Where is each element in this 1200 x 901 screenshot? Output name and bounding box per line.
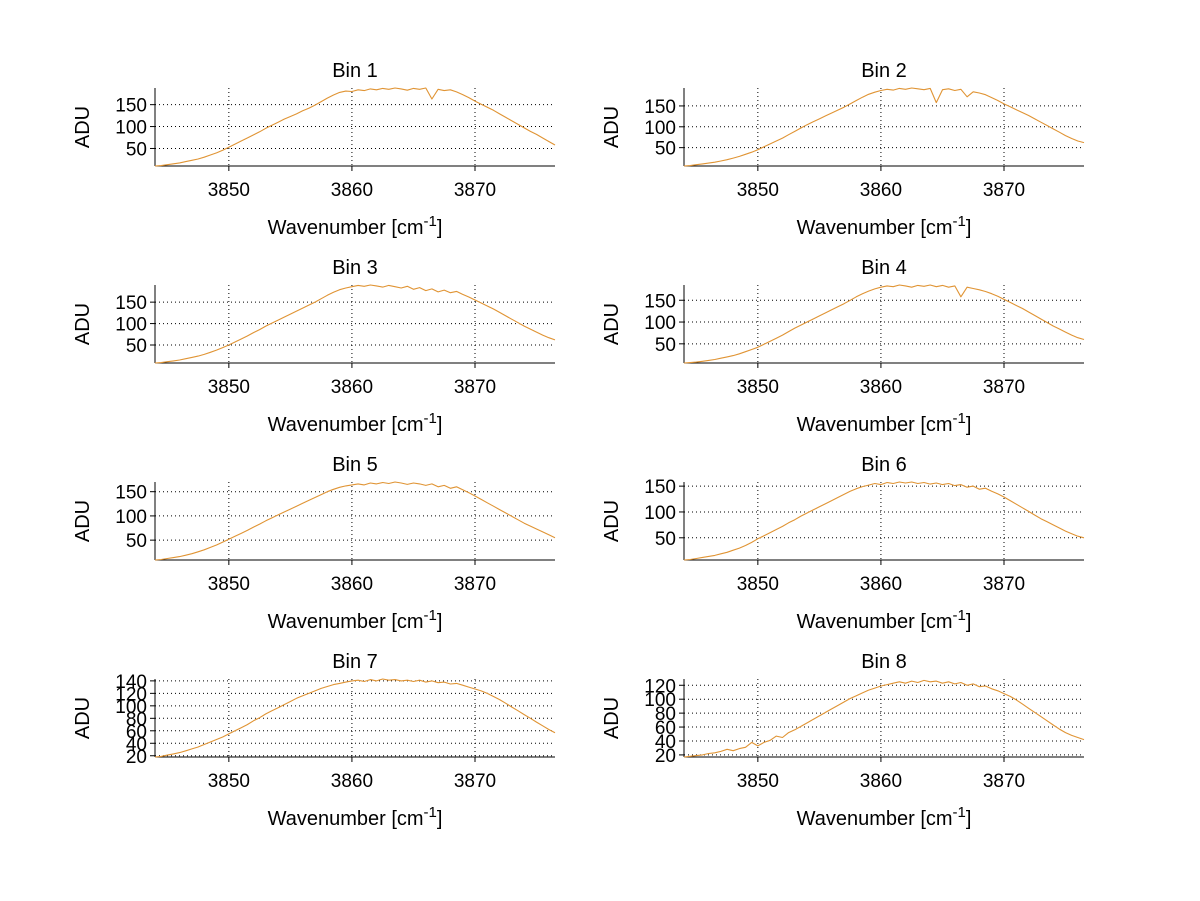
subplot-bin-6: 3850 3860 3870 50 100 150 Bin 6 ADU Wavenumber [… [601, 454, 1085, 633]
y-tick-label: 150 [115, 96, 147, 117]
y-tick-label: 150 [644, 477, 676, 498]
spectrum-line [154, 678, 556, 758]
x-tick-label: 3870 [983, 574, 1025, 595]
y-tick-label: 120 [115, 684, 147, 705]
y-tick-label: 40 [126, 734, 147, 755]
subplot-title: Bin 4 [861, 257, 907, 279]
x-axis-label: Wavenumber [cm-1] [268, 804, 443, 830]
x-tick-label: 3870 [454, 771, 496, 792]
x-axis-label: Wavenumber [cm-1] [797, 213, 972, 239]
y-tick-label: 60 [126, 722, 147, 743]
x-tick-label: 3850 [737, 377, 779, 398]
x-tick-label: 3870 [454, 180, 496, 201]
x-tick-label: 3850 [208, 771, 250, 792]
x-tick-label: 3860 [860, 771, 902, 792]
x-tick-label: 3850 [737, 771, 779, 792]
y-axis-label: ADU [601, 500, 623, 542]
x-tick-label: 3850 [208, 377, 250, 398]
y-tick-label: 50 [126, 531, 147, 552]
spectrum-line [154, 481, 556, 561]
x-tick-label: 3850 [737, 574, 779, 595]
y-axis-label: ADU [72, 303, 94, 345]
y-tick-label: 50 [655, 529, 676, 550]
spectrum-line [154, 284, 556, 364]
x-tick-label: 3860 [331, 377, 373, 398]
x-tick-label: 3850 [208, 180, 250, 201]
x-tick-label: 3850 [737, 180, 779, 201]
x-tick-label: 3860 [331, 771, 373, 792]
y-tick-label: 120 [644, 676, 676, 697]
x-axis-label: Wavenumber [cm-1] [797, 804, 972, 830]
x-tick-label: 3870 [983, 180, 1025, 201]
y-tick-label: 100 [644, 313, 676, 334]
y-tick-label: 140 [115, 672, 147, 693]
y-axis-label: ADU [72, 106, 94, 148]
x-tick-label: 3850 [208, 574, 250, 595]
y-tick-label: 100 [644, 690, 676, 711]
spectrum-line [154, 87, 556, 167]
y-tick-label: 50 [655, 139, 676, 160]
x-tick-label: 3860 [860, 180, 902, 201]
y-tick-label: 150 [115, 483, 147, 504]
x-axis-label: Wavenumber [cm-1] [268, 607, 443, 633]
y-tick-label: 50 [126, 336, 147, 357]
y-axis-label: ADU [601, 303, 623, 345]
y-axis-label: ADU [72, 697, 94, 739]
subplot-title: Bin 3 [332, 257, 378, 279]
y-tick-label: 20 [126, 747, 147, 768]
x-tick-label: 3860 [860, 377, 902, 398]
y-tick-label: 80 [655, 704, 676, 725]
y-tick-label: 60 [655, 718, 676, 739]
y-tick-label: 80 [126, 709, 147, 730]
x-tick-label: 3870 [983, 771, 1025, 792]
y-tick-label: 150 [115, 293, 147, 314]
x-axis-label: Wavenumber [cm-1] [797, 607, 972, 633]
y-tick-label: 150 [644, 97, 676, 118]
y-tick-label: 100 [644, 503, 676, 524]
y-tick-label: 50 [655, 335, 676, 356]
subplot-title: Bin 1 [332, 60, 378, 82]
y-axis-label: ADU [601, 106, 623, 148]
subplot-title: Bin 8 [861, 651, 907, 673]
subplot-bin-5: 3850 3860 3870 50 100 150 Bin 5 ADU Wavenumber [… [72, 454, 556, 633]
y-tick-label: 100 [115, 697, 147, 718]
subplot-title: Bin 5 [332, 454, 378, 476]
subplot-title: Bin 6 [861, 454, 907, 476]
subplot-title: Bin 7 [332, 651, 378, 673]
spectrum-line [683, 284, 1085, 364]
x-axis-label: Wavenumber [cm-1] [268, 410, 443, 436]
x-tick-label: 3870 [983, 377, 1025, 398]
spectrum-line [683, 679, 1085, 758]
y-tick-label: 20 [655, 746, 676, 767]
subplot-title: Bin 2 [861, 60, 907, 82]
x-axis-label: Wavenumber [cm-1] [268, 213, 443, 239]
y-tick-label: 50 [126, 139, 147, 160]
y-tick-label: 100 [115, 507, 147, 528]
x-tick-label: 3870 [454, 377, 496, 398]
y-tick-label: 150 [644, 291, 676, 312]
x-tick-label: 3860 [331, 180, 373, 201]
spectrum-line [683, 87, 1085, 167]
y-tick-label: 40 [655, 732, 676, 753]
y-tick-label: 100 [644, 118, 676, 139]
y-axis-label: ADU [601, 697, 623, 739]
y-axis-label: ADU [72, 500, 94, 542]
x-tick-label: 3860 [860, 574, 902, 595]
x-tick-label: 3870 [454, 574, 496, 595]
x-axis-label: Wavenumber [cm-1] [797, 410, 972, 436]
spectrum-line [683, 481, 1085, 561]
x-tick-label: 3860 [331, 574, 373, 595]
y-tick-label: 100 [115, 118, 147, 139]
y-tick-label: 100 [115, 315, 147, 336]
